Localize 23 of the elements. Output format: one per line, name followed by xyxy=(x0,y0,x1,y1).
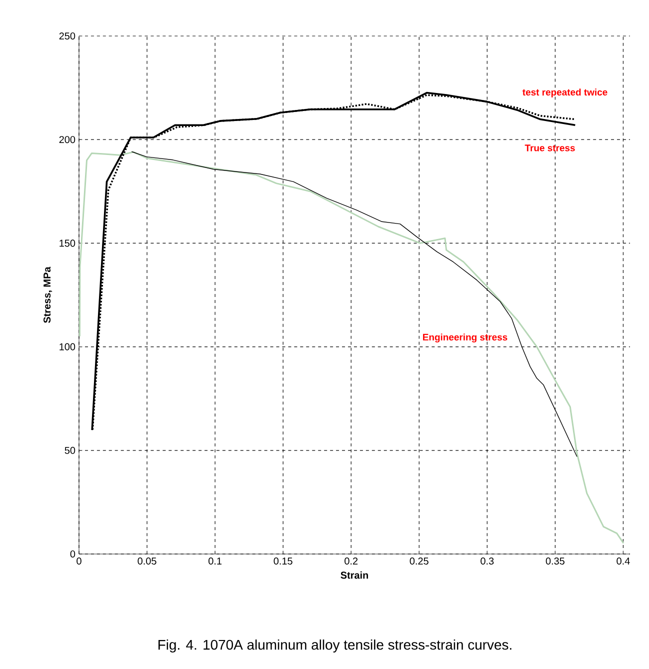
y-tick-label: 200 xyxy=(59,136,76,144)
annotation: test repeated twice xyxy=(522,88,608,98)
y-tick-label: 50 xyxy=(64,446,76,454)
x-tick-label: 0.3 xyxy=(480,558,494,565)
y-axis-title: Stress, MPa xyxy=(44,266,52,323)
caption: Fig. 4. 1070A aluminum alloy tensile stress-strain curves. xyxy=(158,639,512,652)
line-series xyxy=(131,151,578,457)
x-tick-label: 0.15 xyxy=(274,558,292,565)
x-tick-label: 0.25 xyxy=(410,558,428,565)
annotation: Engineering stress xyxy=(423,334,508,342)
line-series xyxy=(78,151,624,544)
y-tick-label: 150 xyxy=(60,240,76,247)
y-tick-label: 100 xyxy=(60,343,76,350)
x-tick-label: 0.2 xyxy=(344,558,358,565)
x-tick-label: 0.1 xyxy=(208,558,222,565)
x-tick-label: 0 xyxy=(76,558,82,565)
x-tick-label: 0.05 xyxy=(138,558,156,565)
y-tick-label: 0 xyxy=(70,550,76,558)
x-axis-title: Strain xyxy=(340,571,368,579)
y-tick-label: 250 xyxy=(59,32,76,40)
x-tick-label: 0.35 xyxy=(546,558,564,565)
annotation: True stress xyxy=(524,144,575,152)
x-tick-label: 0.4 xyxy=(616,558,630,565)
